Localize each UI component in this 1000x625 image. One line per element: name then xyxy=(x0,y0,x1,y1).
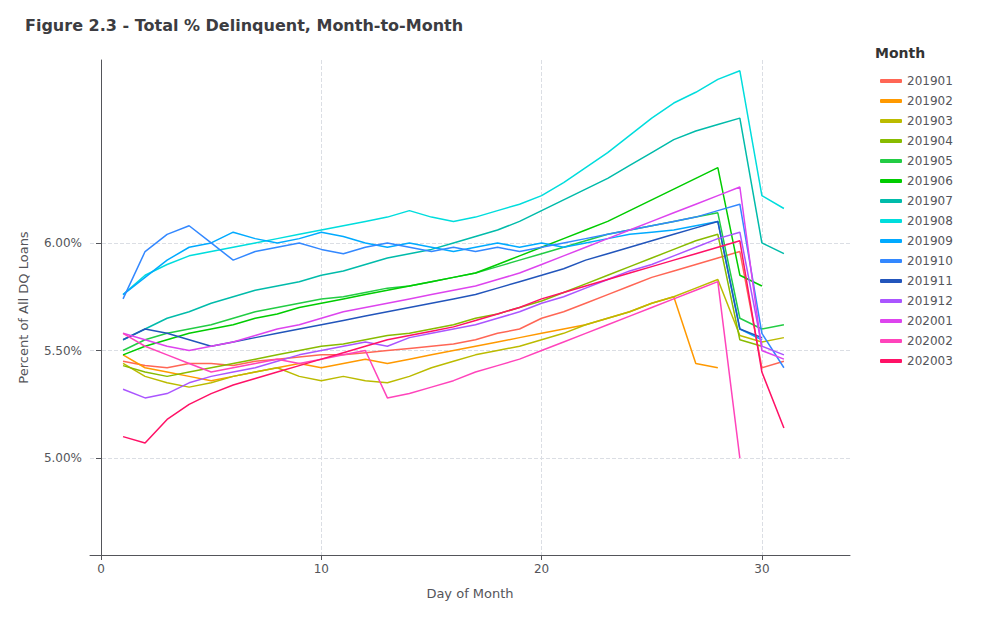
svg-text:201909: 201909 xyxy=(907,234,953,248)
svg-text:20: 20 xyxy=(534,562,549,576)
svg-text:201912: 201912 xyxy=(907,294,953,308)
svg-text:202003: 202003 xyxy=(907,354,953,368)
svg-text:10: 10 xyxy=(314,562,329,576)
svg-text:201902: 201902 xyxy=(907,94,953,108)
svg-text:Percent of All DQ Loans: Percent of All DQ Loans xyxy=(16,231,31,384)
svg-text:202002: 202002 xyxy=(907,334,953,348)
svg-text:201901: 201901 xyxy=(907,74,953,88)
svg-text:0: 0 xyxy=(97,562,105,576)
svg-text:201905: 201905 xyxy=(907,154,953,168)
svg-text:201904: 201904 xyxy=(907,134,953,148)
svg-text:Month: Month xyxy=(875,45,925,61)
svg-text:30: 30 xyxy=(754,562,769,576)
svg-text:202001: 202001 xyxy=(907,314,953,328)
svg-text:6.00%: 6.00% xyxy=(44,236,82,250)
svg-text:5.00%: 5.00% xyxy=(44,451,82,465)
svg-text:5.50%: 5.50% xyxy=(44,344,82,358)
svg-text:201911: 201911 xyxy=(907,274,953,288)
svg-text:Day of Month: Day of Month xyxy=(426,586,513,601)
svg-text:Figure 2.3 - Total % Delinquen: Figure 2.3 - Total % Delinquent, Month-t… xyxy=(25,16,463,35)
svg-text:201903: 201903 xyxy=(907,114,953,128)
svg-text:201906: 201906 xyxy=(907,174,953,188)
svg-text:201910: 201910 xyxy=(907,254,953,268)
svg-text:201908: 201908 xyxy=(907,214,953,228)
svg-text:201907: 201907 xyxy=(907,194,953,208)
